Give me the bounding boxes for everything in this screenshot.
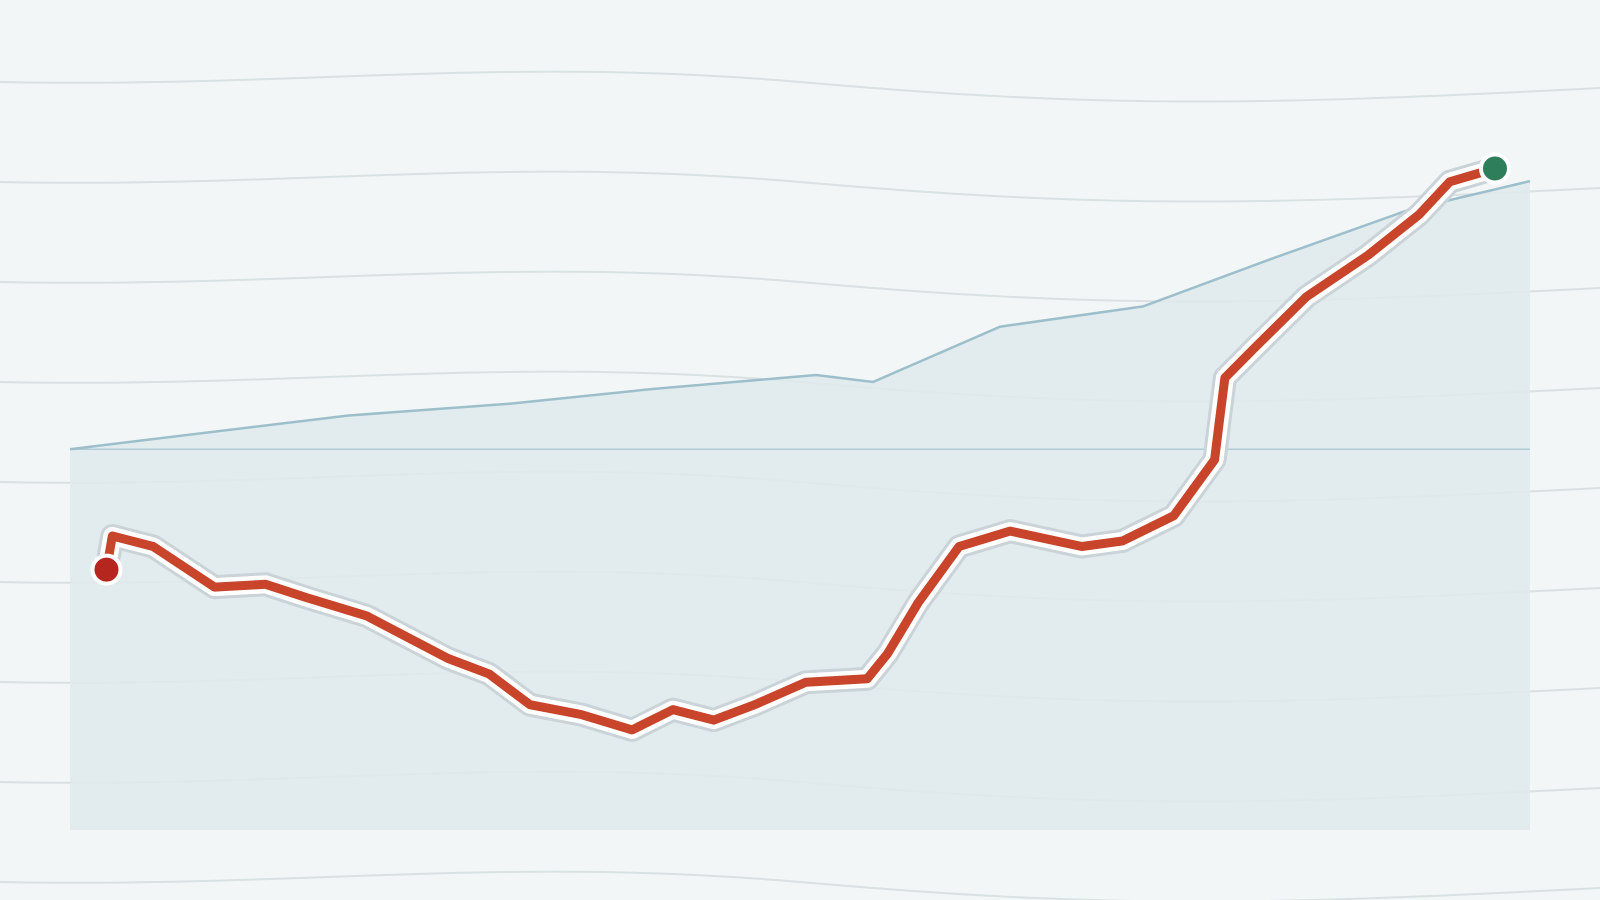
- line: [69, 179, 1531, 451]
- line: [102, 164, 1500, 735]
- wave-line: [0, 70, 1600, 103]
- plot: [69, 152, 1531, 831]
- start-point: [90, 553, 123, 586]
- area: [70, 181, 1530, 831]
- end-point: [1478, 152, 1511, 185]
- wave-line: [0, 170, 1600, 203]
